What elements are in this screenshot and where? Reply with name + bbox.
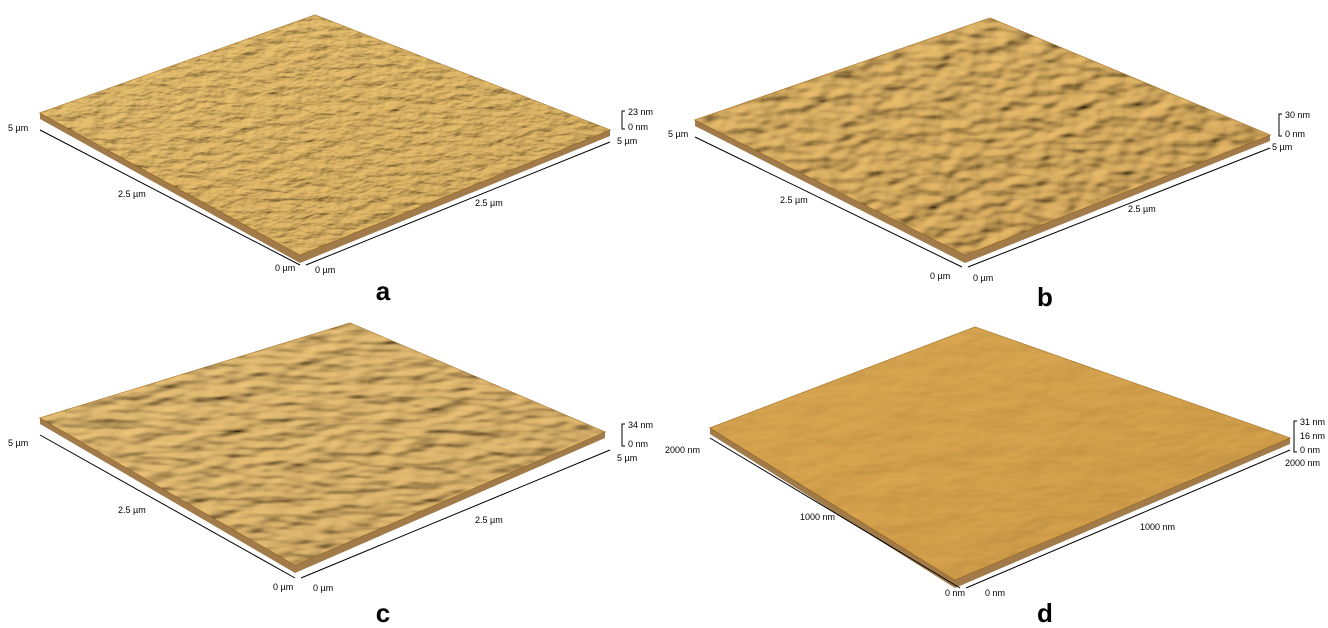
z-scale-bracket	[621, 110, 625, 130]
axis-label: 0 µm	[273, 582, 293, 592]
axis-label: 0 µm	[930, 271, 950, 281]
z-scale-bracket	[621, 423, 625, 447]
axis-label: 2000 nm	[1285, 458, 1320, 468]
axis-label: 5 µm	[617, 453, 637, 463]
axis-label: 2.5 µm	[780, 195, 808, 205]
axis-line	[39, 434, 296, 579]
axis-label: 0 µm	[313, 583, 333, 593]
axis-line	[305, 141, 611, 266]
axis-label: 2.5 µm	[1128, 204, 1156, 214]
surface-texture	[40, 15, 610, 255]
z-scale-label: 0 nm	[628, 122, 648, 132]
z-scale-label: 0 nm	[1285, 129, 1305, 139]
z-scale-label: 30 nm	[1285, 110, 1310, 120]
surface-texture	[40, 323, 605, 565]
z-scale-label: 31 nm	[1300, 417, 1325, 427]
axis-line	[694, 136, 963, 268]
axis-label: 5 µm	[617, 136, 637, 146]
panel-label: b	[1037, 282, 1053, 312]
surface-texture	[710, 327, 1290, 580]
axis-line	[965, 449, 1291, 589]
panel-label: a	[376, 276, 391, 306]
z-scale-label: 34 nm	[628, 420, 653, 430]
z-scale-label: 23 nm	[628, 107, 653, 117]
axis-line	[709, 437, 961, 589]
axis-label: 5 µm	[8, 438, 28, 448]
axis-label: 2.5 µm	[475, 515, 503, 525]
axis-label: 1000 nm	[800, 512, 835, 522]
z-scale-bracket	[1278, 113, 1282, 137]
axis-label: 0 nm	[985, 588, 1005, 598]
axis-label: 1000 nm	[1140, 522, 1175, 532]
axis-label: 0 µm	[973, 273, 993, 283]
axis-label: 2.5 µm	[118, 189, 146, 199]
z-scale-label: 0 nm	[1300, 445, 1320, 455]
axis-line	[39, 129, 301, 266]
axis-label: 5 µm	[668, 129, 688, 139]
panel-label: c	[376, 598, 390, 628]
surface-texture	[695, 18, 1270, 255]
axis-label: 2.5 µm	[475, 198, 503, 208]
axis-label: 0 µm	[315, 265, 335, 275]
axis-label: 2.5 µm	[118, 505, 146, 515]
axis-label: 0 nm	[945, 588, 965, 598]
axis-label: 0 µm	[275, 263, 295, 273]
axis-label: 2000 nm	[665, 445, 700, 455]
z-scale-label: 16 nm	[1300, 431, 1325, 441]
panel-label: d	[1037, 598, 1053, 628]
z-scale-bracket	[1293, 420, 1297, 453]
z-scale-label: 0 nm	[628, 439, 648, 449]
axis-line	[967, 147, 1271, 268]
axis-label: 5 µm	[8, 123, 28, 133]
axis-label: 5 µm	[1272, 142, 1292, 152]
axis-line	[300, 449, 611, 579]
